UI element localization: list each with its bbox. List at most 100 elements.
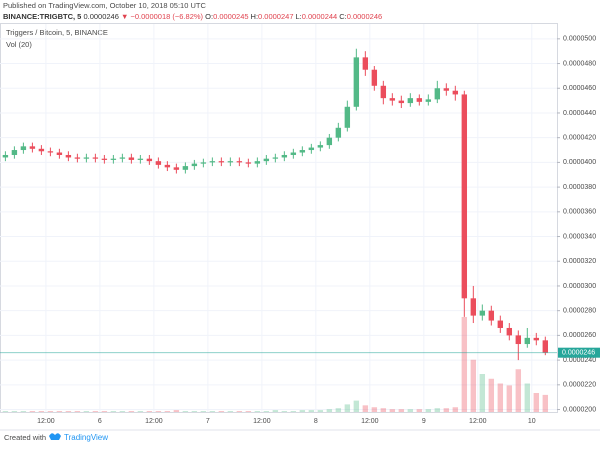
volume-bar (299, 410, 306, 412)
volume-bar (191, 411, 198, 412)
y-tick-label: 0.0000320 (563, 258, 596, 265)
volume-bar (335, 408, 342, 412)
ohlc-key: O: (205, 12, 213, 21)
volume-bar (83, 411, 90, 412)
candle-body (155, 161, 162, 165)
volume-bar (119, 411, 126, 412)
y-tick-label: 0.0000440 (563, 110, 596, 117)
volume-bar (416, 409, 423, 412)
ohlc-value: 0.0000247 (258, 12, 293, 21)
candle-body (146, 158, 153, 162)
volume-bar (155, 411, 162, 412)
x-tick-label: 12:00 (145, 418, 163, 425)
volume-bar (290, 411, 297, 412)
ohlc-value: 0.0000246 (347, 12, 382, 21)
candle-body (524, 337, 531, 345)
y-tick-label: 0.0000300 (563, 283, 596, 290)
candle-body (506, 327, 513, 336)
candle-body (236, 161, 243, 163)
last-price-label: 0.0000246 (562, 350, 595, 357)
candle-body (254, 161, 261, 164)
candle-body (371, 69, 378, 86)
volume-bar (362, 405, 369, 412)
volume-bar (137, 411, 144, 412)
change: ▼ −0.0000018 (−6.82%) (121, 12, 204, 21)
y-tick-label: 0.0000460 (563, 85, 596, 92)
x-tick-label: 12:00 (361, 418, 379, 425)
y-tick-label: 0.0000260 (563, 332, 596, 339)
y-tick-label: 0.0000500 (563, 36, 596, 43)
symbol: BINANCE:TRIGBTC, 5 (3, 12, 81, 21)
x-tick-label: 12:00 (469, 418, 487, 425)
y-tick-label: 0.0000420 (563, 135, 596, 142)
volume-bar (47, 411, 54, 412)
x-tick-label: 7 (206, 418, 210, 425)
volume-bar (524, 383, 531, 412)
candle-body (119, 157, 126, 159)
volume-bar (479, 374, 486, 412)
candle-body (425, 99, 432, 102)
candle-body (353, 57, 360, 107)
volume-bar (452, 407, 459, 412)
candle-body (11, 150, 18, 155)
candle-body (335, 127, 342, 138)
candle-body (416, 98, 423, 102)
y-tick-label: 0.0000360 (563, 209, 596, 216)
candle-body (479, 310, 486, 316)
ohlc-key: C: (339, 12, 347, 21)
y-tick-label: 0.0000340 (563, 233, 596, 240)
volume-bar (11, 411, 18, 412)
volume-bar (110, 411, 117, 412)
volume-bar (281, 411, 288, 412)
candle-body (263, 158, 270, 162)
candle-body (515, 335, 522, 345)
candle-body (200, 162, 207, 164)
volume-bar (398, 409, 405, 412)
candle-body (110, 158, 117, 160)
x-tick-label: 12:00 (253, 418, 271, 425)
candle-body (380, 85, 387, 99)
legend-title: Triggers / Bitcoin, 5, BINANCE (6, 28, 108, 37)
volume-bar (254, 411, 261, 412)
candle-body (443, 88, 450, 91)
candle-body (218, 161, 225, 163)
volume-bar (434, 408, 441, 412)
candle-body (398, 100, 405, 104)
x-tick-label: 10 (528, 418, 536, 425)
footer-brand[interactable]: TradingView (64, 433, 108, 442)
candle-body (362, 57, 369, 70)
candle-body (281, 154, 288, 158)
volume-bar (380, 408, 387, 412)
volume-bar (407, 409, 414, 412)
volume-bar (227, 411, 234, 412)
candle-body (407, 98, 414, 104)
volume-bar (245, 411, 252, 412)
volume-bar (164, 411, 171, 412)
published: Published on TradingView.com, October 10… (3, 1, 206, 10)
volume-bar (182, 411, 189, 412)
candle-body (326, 137, 333, 146)
candle-body (245, 162, 252, 164)
volume-bar (272, 410, 279, 412)
volume-bar (101, 411, 108, 412)
y-tick-label: 0.0000400 (563, 159, 596, 166)
volume-bar (209, 411, 216, 412)
volume-bar (425, 409, 432, 412)
volume-bar (443, 408, 450, 412)
candle-body (173, 167, 180, 170)
volume-bar (218, 411, 225, 412)
y-tick-label: 0.0000240 (563, 357, 596, 364)
symbol-line: BINANCE:TRIGBTC, 5 0.0000246 ▼ −0.000001… (3, 12, 382, 21)
candle-body (542, 340, 549, 353)
volume-bar (533, 393, 540, 412)
volume-bar (506, 385, 513, 412)
candle-body (92, 157, 99, 159)
candle-body (38, 148, 45, 152)
volume-bar (263, 411, 270, 412)
candle-body (470, 298, 477, 316)
volume-bar (2, 411, 9, 412)
volume-bar (236, 411, 243, 412)
footer-created: Created with (4, 433, 46, 442)
ohlc-key: H: (251, 12, 259, 21)
